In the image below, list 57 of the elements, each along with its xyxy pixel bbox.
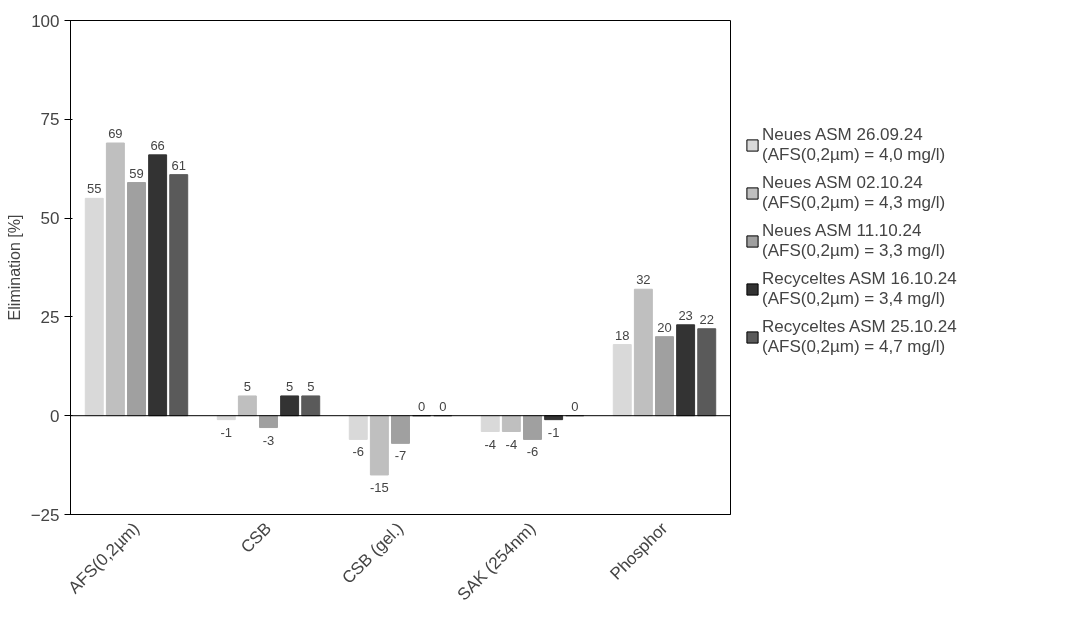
y-tick-label: 0	[50, 406, 60, 426]
bar	[259, 415, 278, 429]
data-label: -4	[484, 436, 497, 452]
bar	[348, 415, 368, 440]
bar	[501, 415, 521, 433]
legend-label: Neues ASM 02.10.24 (AFS(0,2µm) = 4,3 mg/l)	[762, 173, 946, 213]
data-label: 18	[615, 327, 630, 343]
data-label: 5	[286, 378, 294, 394]
legend-label: Neues ASM 11.10.24 (AFS(0,2µm) = 3,3 mg/l)	[762, 221, 946, 261]
data-label: 0	[439, 398, 447, 414]
data-label: 66	[150, 137, 165, 153]
bar	[301, 395, 321, 417]
bar	[480, 415, 500, 433]
bar	[148, 154, 168, 417]
data-label: -15	[369, 479, 389, 495]
bar	[169, 174, 189, 417]
data-label: 20	[657, 319, 672, 335]
y-tick-label: 75	[40, 110, 60, 130]
data-label: -6	[526, 444, 539, 460]
data-label: 5	[243, 378, 251, 394]
data-label: 69	[108, 126, 123, 142]
data-label: 61	[171, 157, 186, 173]
data-label: -3	[262, 432, 275, 448]
data-label: 22	[699, 311, 714, 327]
bar	[676, 324, 696, 417]
bar	[369, 415, 389, 476]
data-label: 32	[636, 272, 651, 288]
bar	[655, 336, 674, 417]
data-label: 5	[307, 378, 315, 394]
bar	[127, 182, 146, 417]
y-tick-label: −25	[30, 505, 60, 525]
bar	[633, 288, 653, 417]
data-label: -6	[352, 444, 365, 460]
y-tick-label: 25	[40, 307, 60, 327]
data-label: -1	[547, 424, 560, 440]
y-tick-label: 100	[31, 11, 60, 31]
legend-label: Recyceltes ASM 16.10.24 (AFS(0,2µm) = 3,4 mg/l)	[762, 269, 957, 309]
data-label: 55	[87, 181, 102, 197]
bar	[105, 142, 125, 417]
legend-label: Neues ASM 26.09.24 (AFS(0,2µm) = 4,0 mg/l)	[762, 125, 946, 165]
bar	[391, 415, 410, 444]
data-label: -7	[394, 448, 407, 464]
y-axis-title: Elimination [%]	[5, 214, 23, 321]
bar	[697, 328, 717, 417]
data-label: -4	[505, 436, 518, 452]
legend-label: Recyceltes ASM 25.10.24 (AFS(0,2µm) = 4,7 mg/l)	[762, 317, 957, 357]
bar	[280, 395, 300, 417]
y-tick-label: 50	[40, 209, 60, 229]
data-label: 59	[129, 165, 144, 181]
data-label: 0	[571, 398, 579, 414]
data-label: -1	[220, 424, 233, 440]
data-label: 23	[678, 307, 693, 323]
bar	[612, 344, 632, 417]
bar	[84, 197, 104, 417]
data-label: 0	[418, 398, 426, 414]
bar	[237, 395, 257, 417]
bar	[523, 415, 542, 440]
